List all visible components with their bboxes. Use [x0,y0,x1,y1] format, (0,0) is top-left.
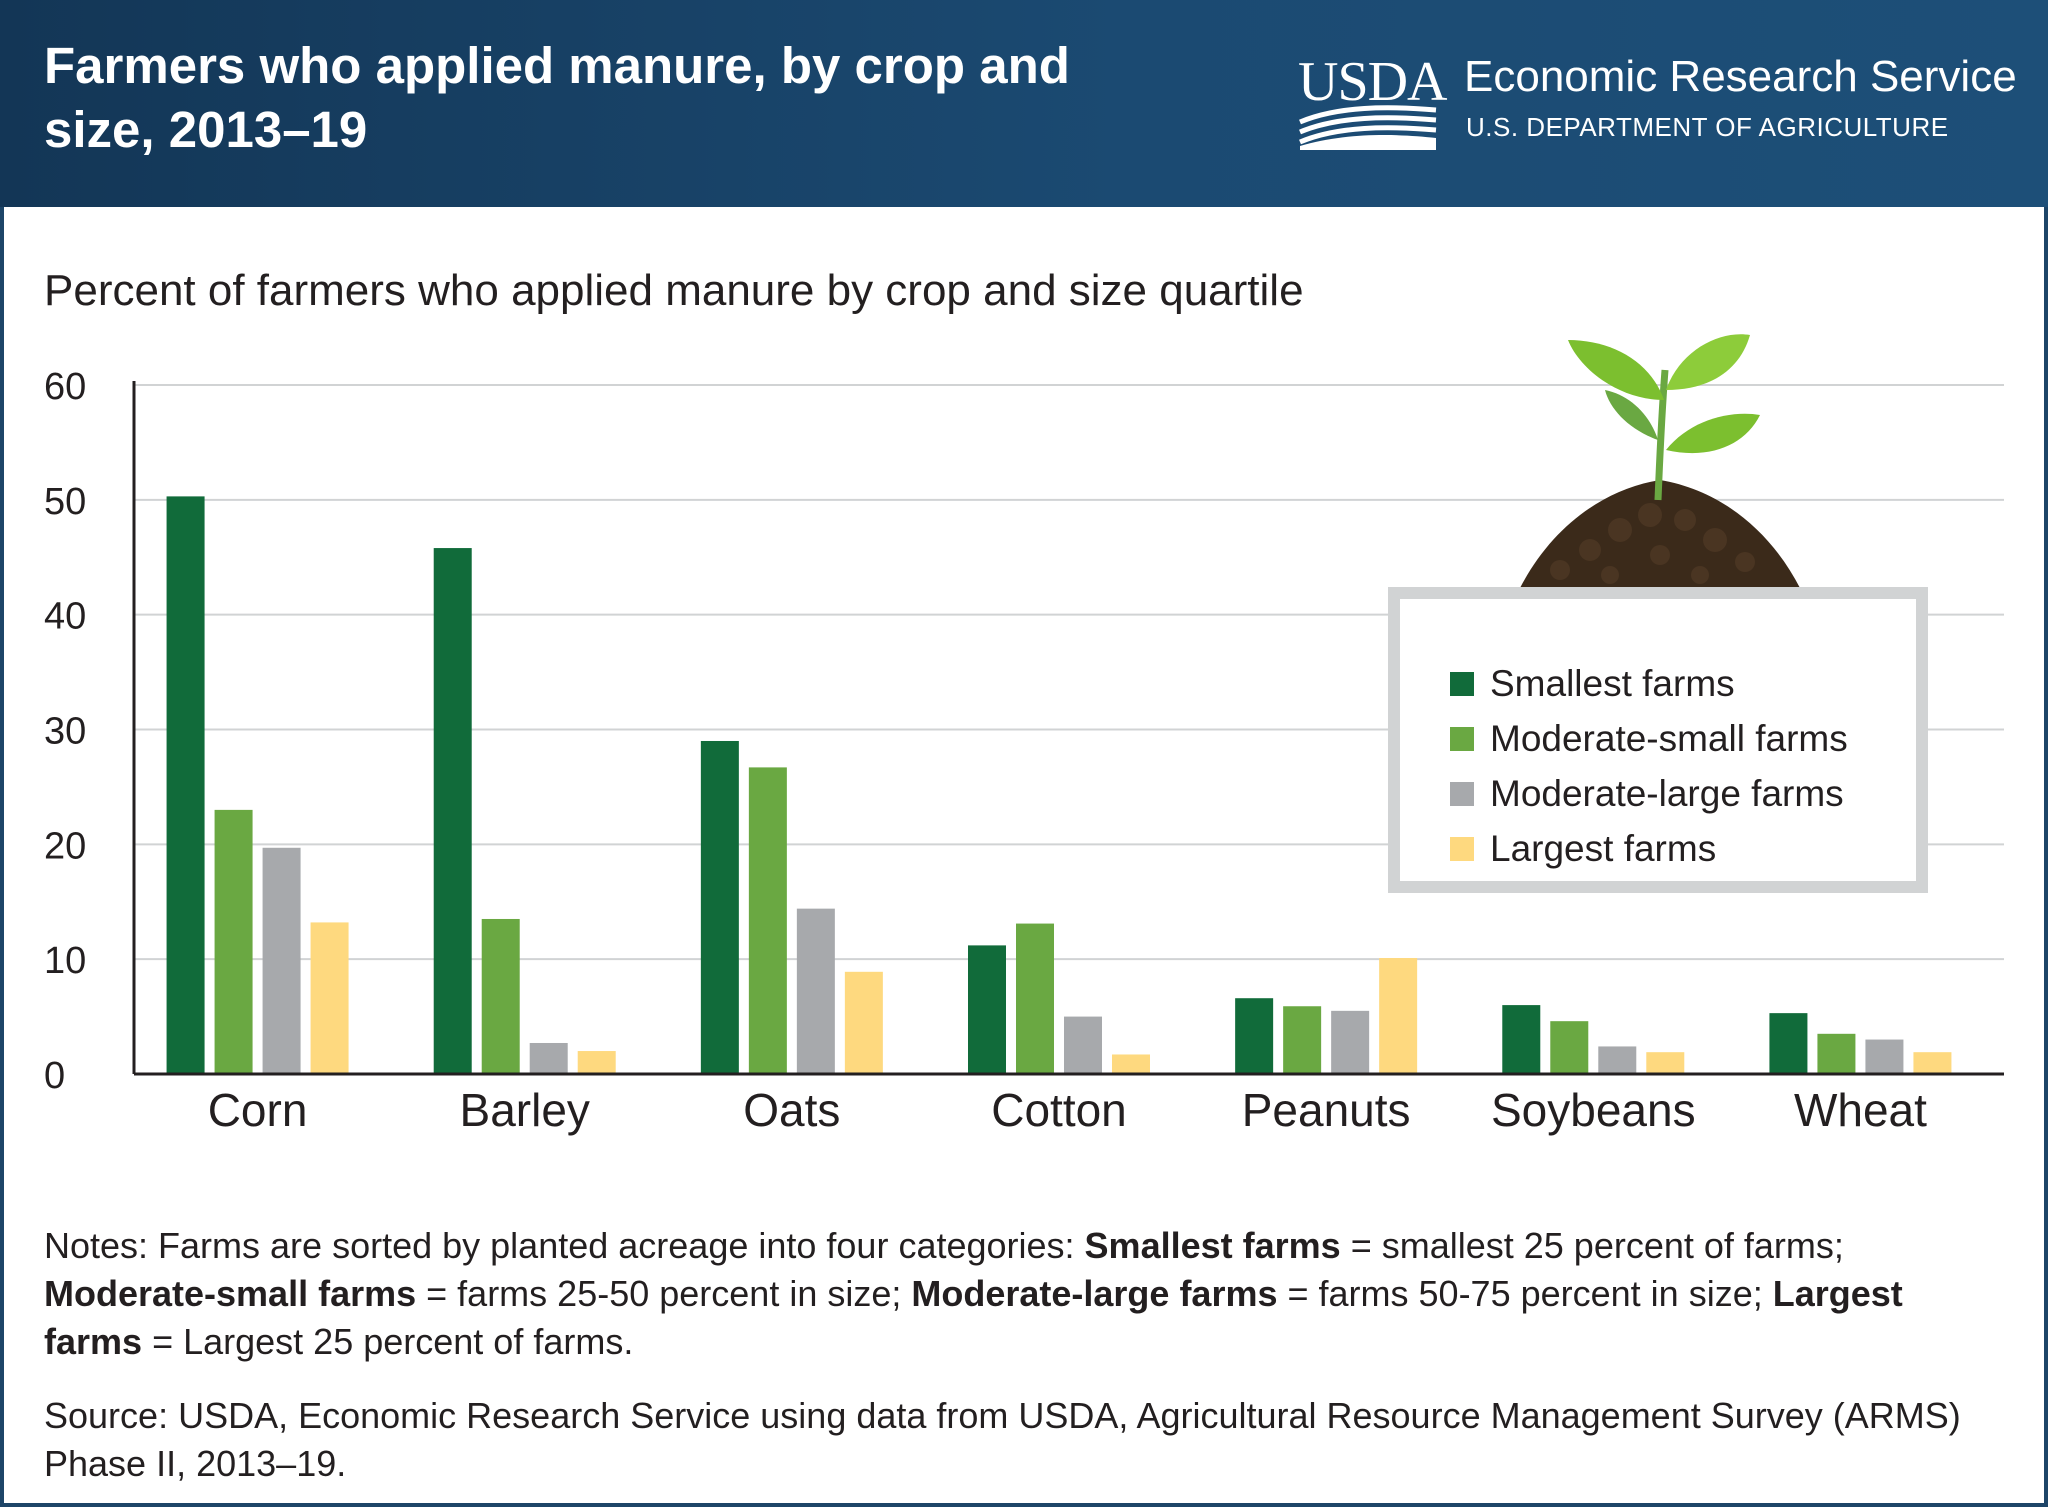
y-tick-label: 60 [44,366,86,408]
legend-label: Largest farms [1490,828,1717,869]
bar-corn-1 [214,809,253,1074]
bar-oats-2 [796,908,835,1074]
notes-def-smallest: = smallest 25 percent of farms; [1340,1225,1844,1266]
notes-term-largest: Largest farms [44,1273,1903,1362]
bar-soybeans-1 [1550,1021,1589,1074]
notes-term-moderate-large: Moderate-large farms [911,1273,1278,1314]
notes-def-moderate-large: = farms 50-75 percent in size; [1277,1273,1773,1314]
y-tick-label: 20 [44,825,86,867]
sprout-in-soil-icon [1520,334,1800,614]
bar-peanuts-1 [1283,1006,1322,1074]
y-tick-label: 0 [44,1055,65,1097]
bar-peanuts-2 [1331,1010,1370,1074]
legend-label: Moderate-large farms [1490,773,1844,814]
bar-soybeans-0 [1502,1005,1541,1074]
y-tick-label: 30 [44,711,86,753]
x-tick-label: Peanuts [1242,1084,1411,1136]
legend-swatch [1450,782,1474,806]
legend-label: Moderate-small farms [1490,718,1848,759]
bar-wheat-1 [1817,1033,1856,1074]
x-tick-label: Oats [743,1084,840,1136]
legend: Smallest farms Moderate-small farms Mode… [1388,587,1928,893]
legend-swatch [1450,837,1474,861]
bar-corn-3 [310,922,349,1074]
bar-oats-0 [700,740,739,1074]
bar-corn-0 [166,496,205,1075]
y-tick-label: 10 [44,940,86,982]
notes-term-moderate-small: Moderate-small farms [44,1273,417,1314]
bar-wheat-0 [1769,1013,1808,1074]
notes-def-moderate-small: = farms 25-50 percent in size; [416,1273,912,1314]
bar-soybeans-3 [1646,1052,1685,1074]
bar-peanuts-3 [1379,958,1418,1074]
legend-swatch [1450,672,1474,696]
bar-soybeans-2 [1598,1046,1637,1074]
notes-text: Notes: Farms are sorted by planted acrea… [44,1222,2004,1366]
x-tick-label: Wheat [1794,1084,1927,1136]
bar-wheat-3 [1913,1052,1952,1074]
bar-cotton-1 [1016,923,1054,1074]
legend-swatch [1450,727,1474,751]
bar-wheat-2 [1865,1039,1904,1074]
bar-corn-2 [262,847,301,1074]
bar-oats-1 [748,767,787,1074]
y-tick-label: 40 [44,596,86,638]
bar-barley-2 [529,1042,568,1074]
notes-def-largest: = Largest 25 percent of farms. [142,1321,634,1362]
bar-barley-1 [481,918,520,1074]
usda-logo-text: USDA [1298,51,1447,113]
bar-peanuts-0 [1235,998,1274,1074]
x-tick-label: Soybeans [1491,1084,1696,1136]
source-text: Source: USDA, Economic Research Service … [44,1395,1961,1484]
bar-cotton-3 [1112,1054,1150,1074]
bar-barley-0 [433,548,472,1074]
agency-name: Economic Research Service [1464,52,2017,101]
x-tick-label: Cotton [991,1084,1127,1136]
usda-logo-icon [1299,105,1437,150]
notes-prefix: Notes: Farms are sorted by planted acrea… [44,1225,1085,1266]
legend-label: Smallest farms [1490,663,1735,704]
bar-cotton-2 [1064,1016,1102,1074]
header-banner: Farmers who applied manure, by crop and … [0,0,2048,207]
bar-oats-3 [844,971,883,1074]
page-title: Farmers who applied manure, by crop and … [44,37,1070,158]
x-tick-label: Corn [208,1084,308,1136]
bar-barley-3 [577,1051,616,1074]
x-tick-label: Barley [460,1084,590,1136]
bar-cotton-0 [968,945,1006,1074]
y-tick-label: 50 [44,481,86,523]
department-name: U.S. DEPARTMENT OF AGRICULTURE [1466,112,1949,142]
notes-term-smallest: Smallest farms [1084,1225,1341,1266]
bar-chart: 0 10 20 30 40 50 60 Corn Barley Oats Cotton Peanuts… [44,366,2004,1136]
chart-title: Percent of farmers who applied manure by… [44,266,1304,315]
